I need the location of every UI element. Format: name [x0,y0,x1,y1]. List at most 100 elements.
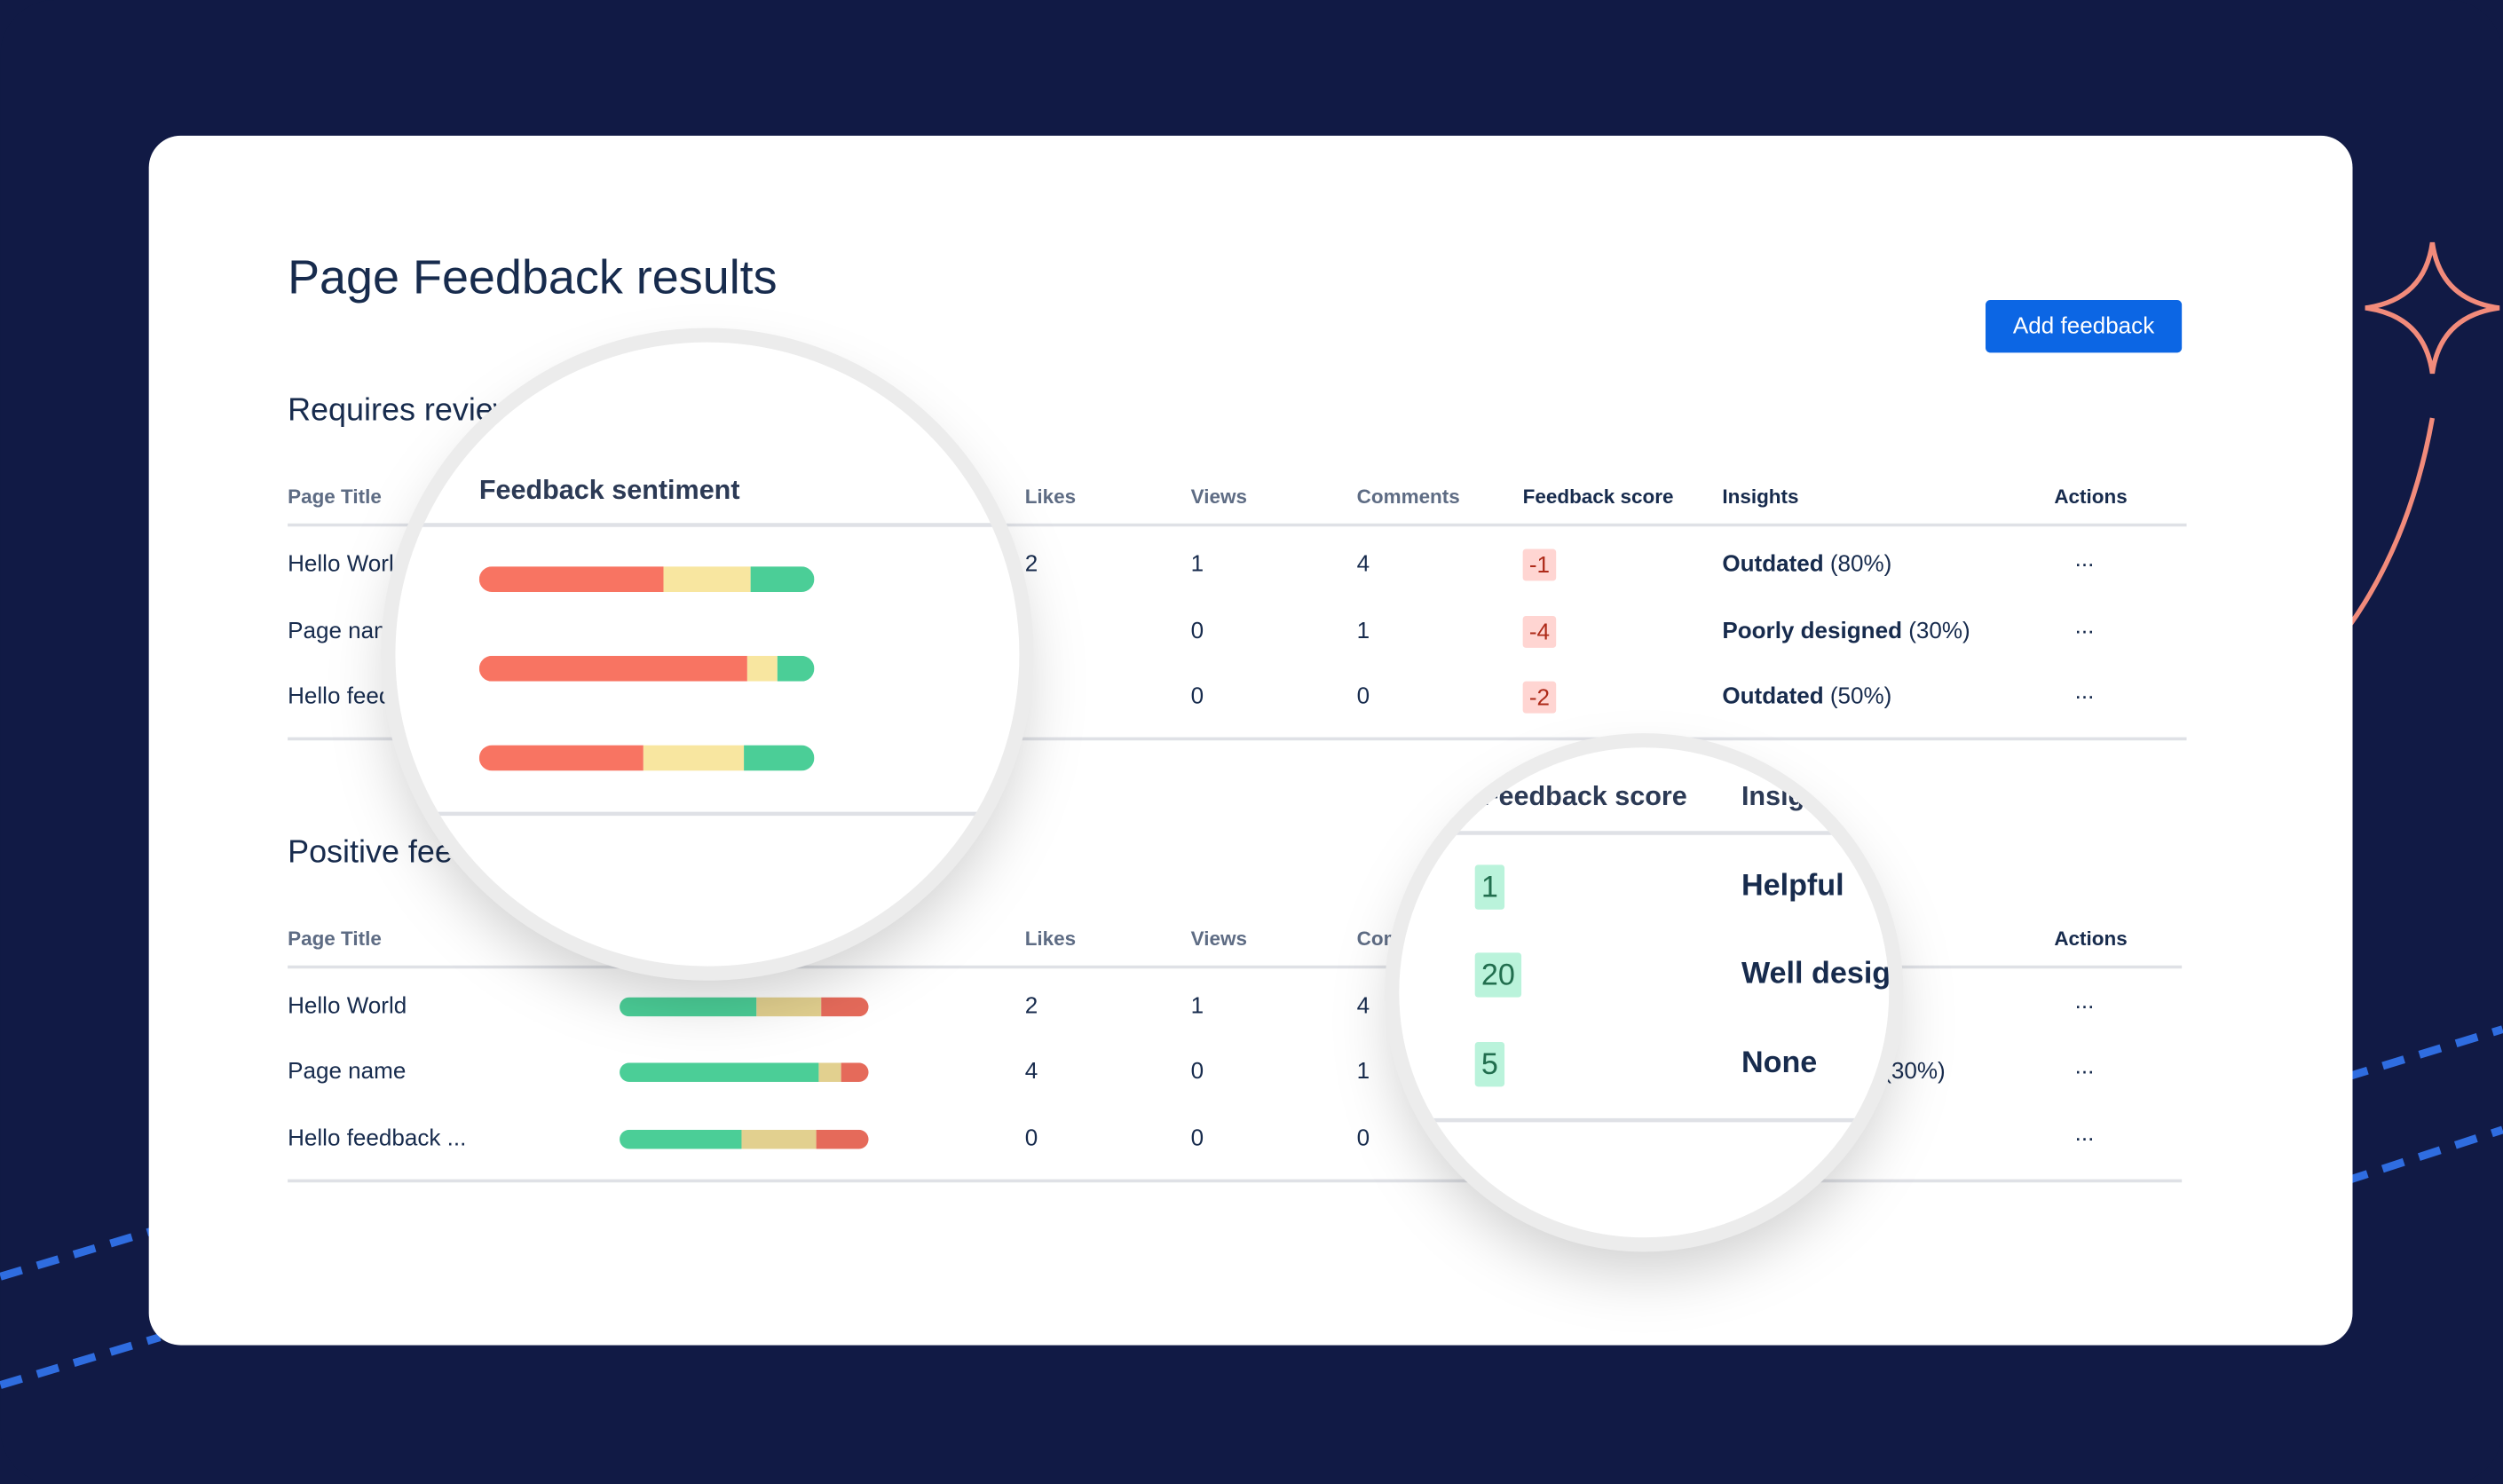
likes-cell: 4 [1025,1057,1038,1084]
add-feedback-button[interactable] [1986,299,2183,353]
insight: Helpful [1741,869,1844,903]
column-header: Likes [1025,485,1076,508]
insight-label: Outdated [1722,549,1823,576]
column-header: Page Title [288,485,382,508]
actions-menu[interactable]: ... [2075,1053,2095,1079]
score-value: 5 [1481,1047,1498,1081]
magnifier-sentiment: Feedback sentiment [381,328,1034,981]
sentiment-segment [841,1062,869,1082]
sentiment-segment [750,566,815,593]
actions-menu[interactable]: ... [2075,612,2095,638]
lens-content: Feedback sentiment [394,341,1021,967]
lens-content: Feedback scoreInsights1Helpful20Well des… [1398,746,1945,1239]
dash-line [0,1333,162,1389]
sentiment-segment [756,997,822,1017]
actions-menu[interactable]: ... [2075,1119,2095,1146]
insight-label: Helpful [1741,869,1844,903]
sentiment-segment [478,566,664,593]
insight-pct: (30%) [1908,617,1970,643]
score-badge [1474,1041,1505,1087]
column-header: Feedback sentiment [479,475,740,505]
insight-label: None [1741,1046,1817,1079]
page-title-cell: Hello feedback ... [288,1125,466,1151]
score-value: -2 [1529,683,1550,710]
views-cell: 0 [1191,1125,1204,1151]
sentiment-segment [620,1129,742,1149]
likes-cell: 2 [1025,549,1038,576]
insight: Well designed [1741,957,1945,991]
column-header: Likes [1025,928,1076,950]
score-badge [1522,615,1557,648]
dash-line [2344,1125,2503,1185]
sentiment-segment [643,745,745,771]
score-badge [1474,952,1522,998]
insight-pct: (80%) [1830,549,1891,576]
sentiment-segment [620,1062,819,1082]
sentiment-bar [620,1129,869,1149]
lens-ring [381,328,1034,981]
column-header: Actions [2054,928,2127,950]
lens-bg [394,341,1021,967]
sentiment-segment [746,655,778,682]
insight-pct: (50%) [1830,683,1891,709]
comments-cell: 4 [1357,991,1370,1018]
insight: None [1741,1046,1817,1079]
views-cell: 1 [1191,991,1204,1018]
actions-menu[interactable]: ... [2075,987,2095,1014]
dash-line [0,1225,162,1281]
views-cell: 0 [1191,683,1204,709]
sentiment-segment [744,745,815,771]
star [2365,241,2500,375]
score-value: -4 [1529,619,1550,645]
arc [2344,417,2436,632]
actions-menu[interactable]: ... [2075,677,2095,704]
score-badge [1474,864,1505,910]
likes-cell: 0 [1025,1125,1038,1151]
button-label[interactable]: Add feedback [2013,312,2155,338]
insight-label: Well designed [1741,957,1945,991]
comments-cell: 4 [1357,549,1370,576]
column-header: Feedback score [1523,485,1674,508]
column-header: Comments [1357,485,1460,508]
comments-cell: 0 [1357,683,1370,709]
sentiment-segment [821,997,869,1017]
lens-ring [1385,733,1904,1252]
sentiment-segment [741,1129,817,1149]
sentiment-bar [478,655,815,682]
comments-cell: 1 [1357,617,1370,643]
page-title-cell: Page name [288,1057,406,1084]
dash-line [2345,1025,2503,1081]
column-header: Views [1191,485,1247,508]
decor [0,241,2503,1389]
sentiment-bar [620,997,869,1017]
sentiment-bar [620,1062,869,1082]
comments-cell: 0 [1357,1125,1370,1151]
column-header: Insights [1722,485,1798,508]
sentiment-segment [777,655,815,682]
magnifier-score: Feedback scoreInsights1Helpful20Well des… [1385,733,1945,1252]
likes-cell: 2 [1025,991,1038,1018]
sentiment-segment [818,1062,841,1082]
column-header: Feedback score [1482,781,1687,811]
score-badge [1522,681,1557,714]
page-title-cell: Hello World [288,549,407,576]
sentiment-segment [620,997,757,1017]
sentiment-segment [478,745,644,771]
sentiment-segment [816,1129,869,1149]
column-header: Actions [2054,485,2127,508]
insight: Poorly designed (30%) [1722,617,1970,643]
column-header: Page Title [288,928,382,950]
page-title: Page Feedback results [288,251,778,304]
page-title-cell: Hello World [288,991,407,1018]
insight-label: Outdated [1722,683,1823,709]
sentiment-segment [663,566,751,593]
score-badge [1522,549,1557,581]
insight: Outdated (80%) [1722,549,1891,576]
score-value: -1 [1529,551,1550,578]
sentiment-bar [478,745,815,771]
score-value: 1 [1481,870,1498,904]
actions-menu[interactable]: ... [2075,545,2095,572]
views-cell: 0 [1191,617,1204,643]
views-cell: 0 [1191,1057,1204,1084]
